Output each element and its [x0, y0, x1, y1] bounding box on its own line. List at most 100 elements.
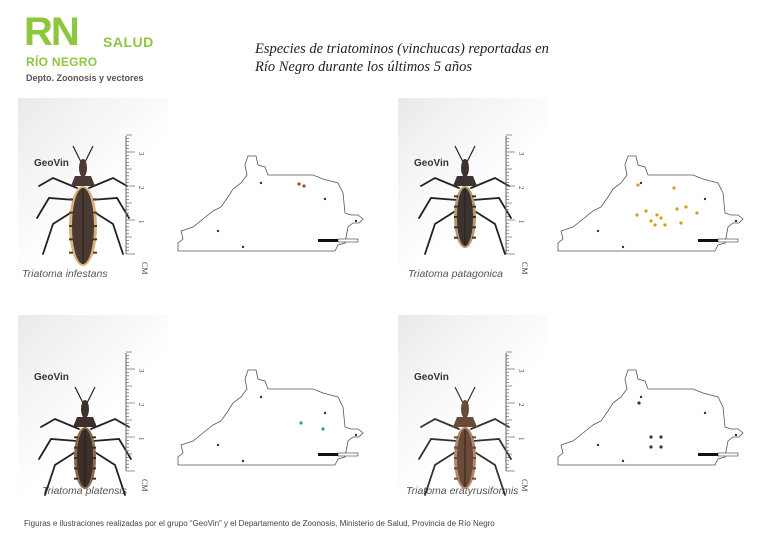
occurrence-marker: [659, 445, 663, 449]
insect-legs: [418, 176, 512, 255]
insect-antennae: [454, 386, 476, 404]
geovin-label: GeoVin: [414, 372, 449, 383]
occurrence-marker: [649, 435, 653, 439]
occurrence-marker: [653, 223, 657, 227]
scale-bar-dark: [318, 239, 338, 242]
occurrence-marker: [659, 216, 663, 220]
title-line-1: Especies de triatominos (vinchucas) repo…: [255, 41, 549, 57]
city-dot: [354, 433, 358, 437]
rio-negro-map: [177, 369, 364, 466]
insect-head: [81, 400, 89, 418]
insect-illustration: [36, 145, 130, 266]
logo-rio-negro: RÍO NEGRO: [26, 55, 98, 69]
province-outline: [557, 155, 744, 252]
ruler-tick-label: 1: [517, 437, 525, 441]
occurrence-marker: [684, 205, 688, 209]
insect-illustration: [418, 386, 512, 496]
footer-credits: Figuras e ilustraciones realizadas por e…: [24, 519, 495, 528]
insect-pronotum: [73, 417, 97, 427]
insect-illustration: [418, 145, 512, 255]
city-dot: [621, 459, 625, 463]
panel-platensis: GeoVin Triatoma platensis 1 2 3 CM: [18, 315, 388, 505]
ruler: 1 2 3 CM: [125, 134, 149, 274]
city-dot: [323, 411, 327, 415]
insect-head: [461, 159, 469, 177]
city-dot: [639, 395, 643, 399]
occurrence-marker: [297, 182, 301, 186]
city-dot: [596, 443, 600, 447]
city-dot: [216, 229, 220, 233]
rio-negro-map: [557, 155, 744, 252]
occurrence-marker: [675, 207, 679, 211]
rio-negro-map: [177, 155, 364, 252]
species-name: Triatoma patagonica: [408, 268, 503, 280]
occurrence-marker: [679, 221, 683, 225]
ruler-tick-label: 2: [517, 403, 525, 407]
occurrence-marker: [321, 427, 325, 431]
insect-antennae: [74, 386, 96, 404]
ruler-tick-label: 1: [137, 437, 145, 441]
scale-bar-light: [717, 452, 739, 457]
ruler-tick-label: 3: [517, 152, 525, 156]
ruler-tick-label: 2: [517, 186, 525, 190]
ruler-tick-label: 2: [137, 403, 145, 407]
ruler-unit: CM: [140, 262, 149, 274]
scale-bar-light: [717, 238, 739, 243]
insect-legs: [36, 176, 130, 255]
logo-rn: RN: [24, 10, 80, 54]
city-dot: [241, 459, 245, 463]
scale-bar-light: [337, 452, 359, 457]
photo-background: [18, 98, 168, 288]
species-name: Triatoma platensis: [42, 485, 128, 497]
geovin-label: GeoVin: [34, 158, 69, 169]
occurrence-marker: [302, 184, 306, 188]
insect-head: [79, 159, 87, 177]
insect-legs: [38, 417, 132, 496]
insect-antennae: [72, 145, 94, 163]
ruler: 1 2 3 CM: [125, 351, 149, 491]
city-dot: [241, 245, 245, 249]
species-name: Triatoma infestans: [22, 268, 108, 280]
occurrence-marker: [299, 421, 303, 425]
logo-salud: SALUD: [103, 34, 154, 50]
city-dot: [259, 395, 263, 399]
ruler: 1 2 3 CM: [505, 351, 529, 491]
ruler-tick-label: 3: [137, 152, 145, 156]
occurrence-marker: [635, 213, 639, 217]
panel-eratyrusiformis: GeoVin Triatoma eratyrusiformis 1 2 3 CM: [398, 315, 768, 505]
insect-head: [461, 400, 469, 418]
city-dot: [596, 229, 600, 233]
insect-pronotum: [453, 417, 477, 427]
insect-pronotum: [71, 176, 95, 186]
city-dot: [216, 443, 220, 447]
city-dot: [734, 433, 738, 437]
occurrence-marker: [649, 219, 653, 223]
city-dot: [639, 181, 643, 185]
occurrence-marker: [659, 435, 663, 439]
ruler-tick-label: 2: [137, 186, 145, 190]
ruler-tick-label: 1: [517, 220, 525, 224]
ruler-unit: CM: [140, 479, 149, 491]
city-dot: [621, 245, 625, 249]
occurrence-marker: [695, 211, 699, 215]
photo-background: [398, 98, 548, 288]
title-line-2: Río Negro durante los últimos 5 años: [255, 59, 472, 75]
insect-legs: [418, 417, 512, 496]
scale-bar-light: [337, 238, 359, 243]
province-outline: [177, 369, 364, 466]
ruler-tick-label: 3: [137, 369, 145, 373]
city-dot: [734, 219, 738, 223]
city-dot: [323, 197, 327, 201]
ruler-unit: CM: [520, 262, 529, 274]
department-label: Depto. Zoonosis y vectores: [26, 73, 144, 83]
panel-patagonica: GeoVin Triatoma patagonica 1 2 3 CM: [398, 98, 768, 288]
ruler-tick-label: 1: [137, 220, 145, 224]
province-outline: [557, 369, 744, 466]
geovin-label: GeoVin: [414, 158, 449, 169]
species-name: Triatoma eratyrusiformis: [406, 485, 519, 497]
ruler-unit: CM: [520, 479, 529, 491]
insect-pronotum: [453, 176, 477, 186]
province-outline: [177, 155, 364, 252]
scale-bar-dark: [318, 453, 338, 456]
city-dot: [259, 181, 263, 185]
